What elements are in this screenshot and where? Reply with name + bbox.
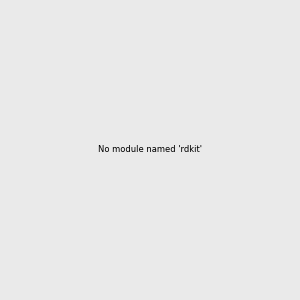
Text: No module named 'rdkit': No module named 'rdkit' — [98, 146, 202, 154]
